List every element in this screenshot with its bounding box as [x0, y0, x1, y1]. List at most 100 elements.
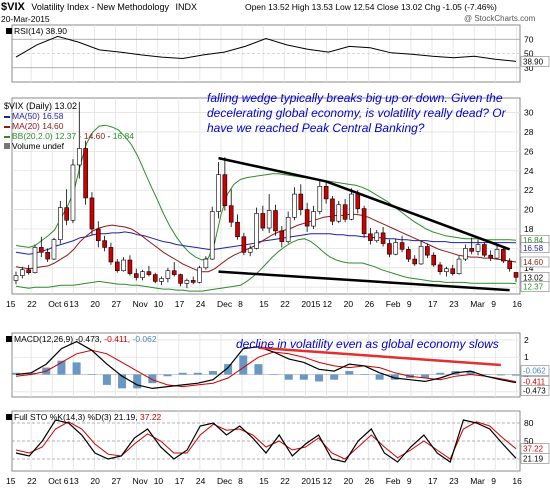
- x-tick-label: 24: [196, 476, 206, 486]
- x-tick-label: 12: [323, 476, 333, 486]
- candle-down: [450, 268, 456, 274]
- x-tick-label: Oct 6: [48, 299, 69, 309]
- close-tag: 13.02: [523, 273, 544, 282]
- watermark: @ StockCharts.com: [464, 14, 536, 23]
- macd-hist-bar: [284, 374, 293, 380]
- candle-down: [361, 208, 367, 235]
- candle-down: [273, 210, 278, 232]
- candle-up: [374, 232, 380, 241]
- candle-up: [76, 148, 82, 166]
- macd-legend-label: MACD(12,26,9): [14, 334, 74, 344]
- candle-down: [45, 251, 50, 260]
- x-tick-label: Nov: [133, 476, 149, 486]
- x-tick-label: 9: [407, 476, 412, 486]
- macd-tag: -0.473: [523, 387, 546, 396]
- wedge-upper-1: [218, 156, 327, 183]
- x-tick-label: Dec: [217, 476, 233, 486]
- wedge-upper-2: [325, 180, 511, 251]
- sto-legend-d: 37.22: [140, 412, 162, 422]
- x-tick-label: 2015: [301, 299, 320, 309]
- price-title: $VIX (Daily) 13.02: [4, 101, 134, 111]
- volume-legend-text: Volume undef: [12, 141, 64, 151]
- bb-legend-sep: -: [105, 131, 111, 141]
- macd-panel: [12, 340, 520, 390]
- bb-lower-tag-box: [520, 281, 550, 292]
- candle-up: [140, 271, 145, 278]
- candle-up: [70, 164, 76, 221]
- bb-upper-line: [15, 124, 517, 261]
- sto-k-line: [15, 419, 517, 463]
- macd-signal-line: [15, 349, 517, 388]
- candle-down: [355, 193, 361, 209]
- x-tick-label: 20: [344, 299, 354, 309]
- ma50-tag-box: [520, 242, 550, 254]
- macd-hist-bar: [481, 374, 490, 376]
- rsi-legend: RSI(14) 38.90: [6, 26, 67, 36]
- bb-legend-mid: 14.60: [83, 131, 106, 141]
- candle-down: [89, 197, 95, 230]
- ma50-legend-text: MA(50) 16.58: [12, 111, 64, 121]
- x-tick-label: 22: [280, 299, 290, 309]
- x-tick-label: 15: [6, 299, 16, 309]
- candle-down: [330, 198, 335, 222]
- ma50-legend: MA(50) 16.58: [4, 111, 134, 121]
- candle-down: [64, 207, 69, 221]
- candle-down: [380, 232, 386, 244]
- candle-up: [32, 247, 38, 273]
- macd-tag-box: [520, 385, 550, 396]
- macd-hist-bar: [239, 355, 248, 375]
- sto-legend: Full STO %K(14,3) %D(3) 21.19, 37.22: [6, 412, 161, 422]
- x-tick-label: 17: [175, 299, 185, 309]
- candle-down: [425, 246, 430, 256]
- sto-k-tag: 21.19: [523, 454, 544, 463]
- macd-hist-bar: [299, 374, 308, 380]
- candle-up: [165, 270, 171, 279]
- ma20-tag-box: [520, 256, 550, 268]
- candle-down: [228, 205, 234, 223]
- x-tick-label: 10: [154, 476, 164, 486]
- candle-up: [292, 193, 297, 218]
- wedge-trendlines: [218, 156, 511, 292]
- x-tick-label: 8: [238, 299, 243, 309]
- candle-down: [171, 270, 177, 275]
- rsi-panel: [12, 35, 520, 69]
- candle-down: [241, 236, 247, 253]
- instrument-name: Volatility Index - New Methodology: [31, 2, 169, 12]
- price-y-tick-label: 22: [524, 185, 534, 195]
- candle-up: [463, 248, 468, 260]
- candle-down: [102, 240, 107, 248]
- macd-legend-signal: -0.411,: [104, 334, 131, 344]
- x-tick-label: 9: [491, 299, 496, 309]
- x-tick-label: 8: [238, 476, 243, 486]
- macd-hist-bar: [118, 374, 127, 389]
- x-tick-label: 26: [365, 476, 375, 486]
- candle-down: [323, 185, 329, 200]
- x-tick-label: 15: [6, 476, 16, 486]
- price-title-text: $VIX (Daily) 13.02: [4, 101, 78, 111]
- exchange: INDX: [175, 2, 197, 12]
- macd-hist-bar: [208, 371, 217, 375]
- wedge-lower: [218, 270, 510, 292]
- symbol: $VIX: [1, 1, 25, 13]
- macd-hist-bar: [57, 360, 66, 375]
- price-y-tick-label: 26: [524, 146, 534, 156]
- price-y-tick-label: 24: [524, 166, 534, 176]
- bb-lower-tag: 12.37: [523, 283, 544, 292]
- x-tick-label: 27: [112, 476, 122, 486]
- macd-hist-bar: [133, 374, 142, 389]
- candle-up: [216, 174, 221, 212]
- macd-swatch: [6, 336, 12, 342]
- price-frame: [11, 97, 521, 295]
- macd-hist-bar: [193, 372, 202, 375]
- candle-up: [444, 268, 449, 272]
- chart-date: 20-Mar-2015: [1, 14, 50, 24]
- x-tick-label: 13: [69, 476, 79, 486]
- candle-down: [95, 228, 101, 241]
- bb-legend-label: BB(20,2.0) 12.37 -: [12, 131, 82, 141]
- x-tick-label: 16: [512, 476, 522, 486]
- ma50-tag: 16.58: [523, 244, 544, 253]
- chart-header: $VIX Volatility Index - New Methodology …: [1, 1, 197, 13]
- ohlc-readout: Open 13.52 High 13.53 Low 12.54 Close 13…: [245, 2, 497, 12]
- macd-hist-bar: [254, 364, 263, 375]
- x-tick-label: Mar: [470, 476, 485, 486]
